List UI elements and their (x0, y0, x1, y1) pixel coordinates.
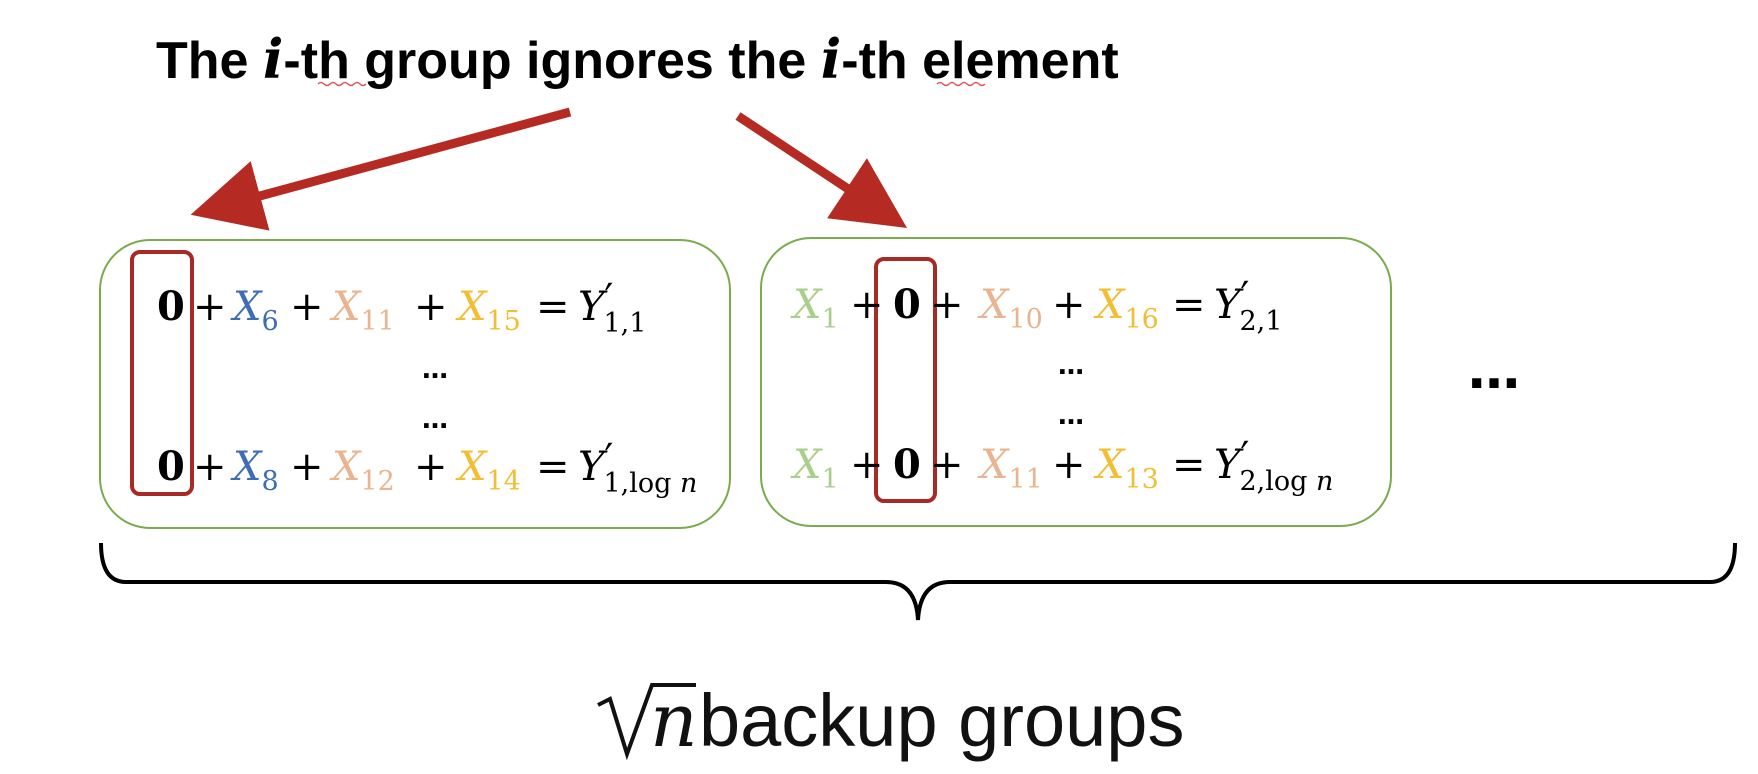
ignored-column-highlight-1 (130, 250, 194, 496)
caption: n backup groups (597, 678, 1184, 764)
result-y: Y′ 1,log n (578, 436, 697, 499)
svg-text:=: = (1172, 282, 1206, 328)
term-x11: X11 (977, 442, 1043, 495)
spellcheck-squiggle (317, 81, 367, 87)
arrow-left (190, 107, 572, 231)
group-1-equation-1: 0 + X6 + X11 + X15 = Y′ 1,1 (157, 276, 646, 339)
zero-term: 0 (157, 443, 185, 490)
term-x15: X15 (455, 284, 521, 337)
term-x8: X8 (230, 444, 279, 497)
group-1-equation-2: 0 + X8 + X12 + X14 = Y′ 1,log n (157, 436, 697, 499)
group-brace (99, 542, 1737, 621)
caption-text: backup groups (699, 679, 1184, 762)
title-th-1: th (301, 32, 350, 90)
title-th-2: th (859, 32, 908, 90)
term-x1: X1 (790, 442, 839, 495)
svg-text:=: = (536, 284, 570, 330)
svg-text:+: + (1052, 282, 1086, 328)
term-x1: X1 (790, 282, 839, 335)
group-2-equation-2: X1 + 0 + X11 + X13 = Y′ 2,log n (790, 434, 1333, 497)
group-2-equation-1: X1 + 0 + X10 + X16 = Y′ 2,1 (790, 274, 1282, 337)
svg-text:+: + (414, 444, 448, 490)
term-x6: X6 (230, 284, 279, 337)
ellipsis: … (1058, 351, 1084, 381)
term-x14: X14 (455, 444, 521, 497)
svg-text:=: = (1172, 442, 1206, 488)
svg-text:+: + (290, 284, 324, 330)
sqrt-radicand: n (650, 678, 698, 764)
zero-term: 0 (893, 281, 921, 328)
term-x10: X10 (977, 282, 1043, 335)
arrow-right (735, 112, 908, 228)
term-x12: X12 (329, 444, 395, 497)
zero-term: 0 (893, 441, 921, 488)
result-y: Y′ 2,1 (1214, 274, 1282, 337)
svg-text:=: = (536, 444, 570, 490)
term-x16: X16 (1093, 282, 1159, 335)
svg-text:+: + (850, 282, 884, 328)
spellcheck-squiggle (936, 81, 986, 87)
ignored-column-highlight-2 (874, 257, 937, 503)
title: The i-th group ignores the i-th element (156, 27, 1119, 91)
svg-text:+: + (1052, 442, 1086, 488)
svg-text:+: + (193, 284, 227, 330)
ellipsis: … (1058, 401, 1084, 431)
term-x11: X11 (329, 284, 395, 337)
sqrt-symbol (597, 683, 696, 761)
ellipsis: … (422, 405, 448, 435)
svg-text:+: + (193, 444, 227, 490)
result-y: Y′ 1,1 (578, 276, 646, 339)
svg-text:+: + (850, 442, 884, 488)
group-box-1 (99, 239, 731, 529)
svg-text:+: + (414, 284, 448, 330)
term-x13: X13 (1093, 442, 1159, 495)
svg-text:+: + (930, 282, 964, 328)
svg-text:+: + (930, 442, 964, 488)
ellipsis: … (422, 355, 448, 385)
more-groups-ellipsis: … (1468, 341, 1520, 401)
group-box-2 (760, 237, 1392, 527)
result-y: Y′ 2,log n (1214, 434, 1333, 497)
zero-term: 0 (157, 283, 185, 330)
svg-text:+: + (290, 444, 324, 490)
